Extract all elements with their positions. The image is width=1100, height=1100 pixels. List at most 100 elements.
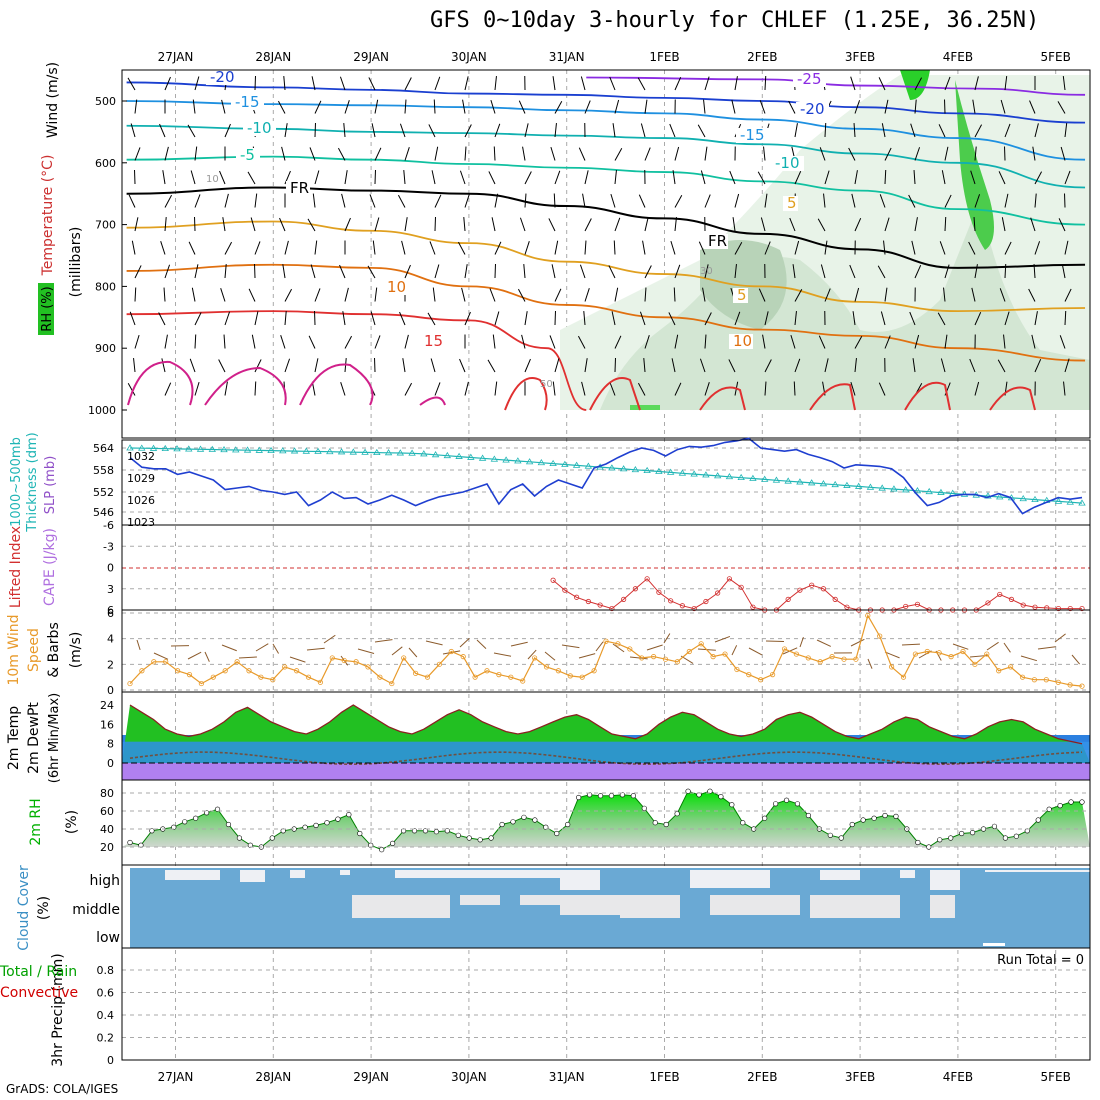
wind10-barb [714,635,731,643]
wind10-ylabel-units: (m/s) [68,632,84,669]
wind10-barb [476,639,487,650]
wind-barb [314,358,319,373]
wind-barb [674,334,679,349]
wind-barb [554,240,559,255]
cloud-gap-low [983,943,1005,946]
rh-label-50: 50 [540,379,553,390]
wind-barb [884,99,889,114]
wind-barb [158,312,166,326]
rh-marker [674,811,680,817]
thickness-marker [290,447,299,454]
wind-barb [943,287,946,302]
wind-barb [494,381,498,396]
wind10-marker [246,668,252,674]
wind-barb [728,359,736,373]
wind-barb [1064,310,1067,326]
wind10-marker [389,680,395,687]
wind-barb [194,76,200,91]
rh-marker [805,812,812,819]
wind10-marker [841,656,847,662]
precip-ytick-0.6: 0.6 [97,987,115,1000]
date-top-5FEB: 5FEB [1041,50,1071,64]
wind-barb [434,194,442,208]
thickness-marker [984,492,992,499]
rh-marker [762,815,768,821]
date-bottom-27JAN: 27JAN [158,1070,194,1084]
wind-barb [254,359,262,373]
wind-barb [224,381,228,396]
rh-marker [203,810,210,816]
wind-barb [344,100,350,114]
wind10-marker [1067,682,1073,688]
thickness-marker [173,445,181,452]
wind-barb [432,287,436,302]
lifted-marker [820,586,827,592]
wind-barb [908,194,916,208]
wind-barb [344,170,348,185]
rh-area [122,791,1090,850]
wind10-barb [748,647,763,656]
lifted-marker [832,596,838,602]
wind-barb [194,194,201,208]
rh-marker [1035,817,1041,823]
wind-barb [668,312,676,326]
date-bottom-31JAN: 31JAN [549,1070,585,1084]
thickness-ytick-558: 558 [93,464,114,477]
rh-marker [871,815,877,821]
rh-marker [663,821,669,828]
lifted-line [552,578,1082,611]
isotherm-label--5: -5 [240,146,255,164]
wind-barb [577,335,586,349]
wind-barb [1029,100,1036,114]
wind-barb [702,287,706,302]
wind10-marker [912,651,919,657]
wind-barb [134,287,137,302]
red-isotherm [699,386,746,411]
wind10-marker [853,656,859,662]
rh-legend-swatch [38,283,54,335]
rh-ytick-40: 40 [100,823,114,836]
wind-barb [404,99,407,114]
wind-barb [884,335,891,349]
wind10-marker [555,668,562,674]
wind10-speed-line [129,614,1083,687]
wind-barb [1004,263,1007,279]
wind-barb [914,99,917,114]
wind10-barb [187,651,202,660]
wind-barb [314,170,320,185]
cloud-gap-high [340,870,350,875]
thickness-marker [678,469,687,476]
thickness-marker [396,449,405,456]
wind-barb [374,217,380,232]
wind10-barb [731,645,738,656]
thickness-ytick-552: 552 [93,486,114,499]
wind10-barb [612,643,625,653]
wind-barb [909,311,916,326]
wind10-barb [595,641,604,652]
wind-barb [914,77,923,91]
thickness-marker [643,466,651,474]
wind-barb [374,287,378,302]
wind10-barb [323,634,336,644]
wind-barb [944,334,948,349]
wind10-marker [972,661,978,667]
wind10-marker [365,664,371,670]
wind-barb [524,241,530,255]
isotherm-label-15: 15 [424,332,443,350]
wind-barb [164,264,171,279]
temp-cool-band [122,741,1090,763]
wind10-marker [781,646,788,652]
wind-barb [1028,288,1036,302]
wind-barb [254,381,257,396]
wind-barb [884,147,892,161]
wind10-marker [186,671,193,678]
wind-barb [189,358,196,373]
isotherm-label-bg [736,128,769,143]
isotherm-15 [126,310,587,411]
wind-barb [369,194,376,208]
rh-marker [969,829,976,836]
wind-barb [734,76,738,91]
wind-barb [133,358,136,373]
wind-barb [974,312,982,326]
slp-ylabel: SLP (mb) [43,456,58,515]
